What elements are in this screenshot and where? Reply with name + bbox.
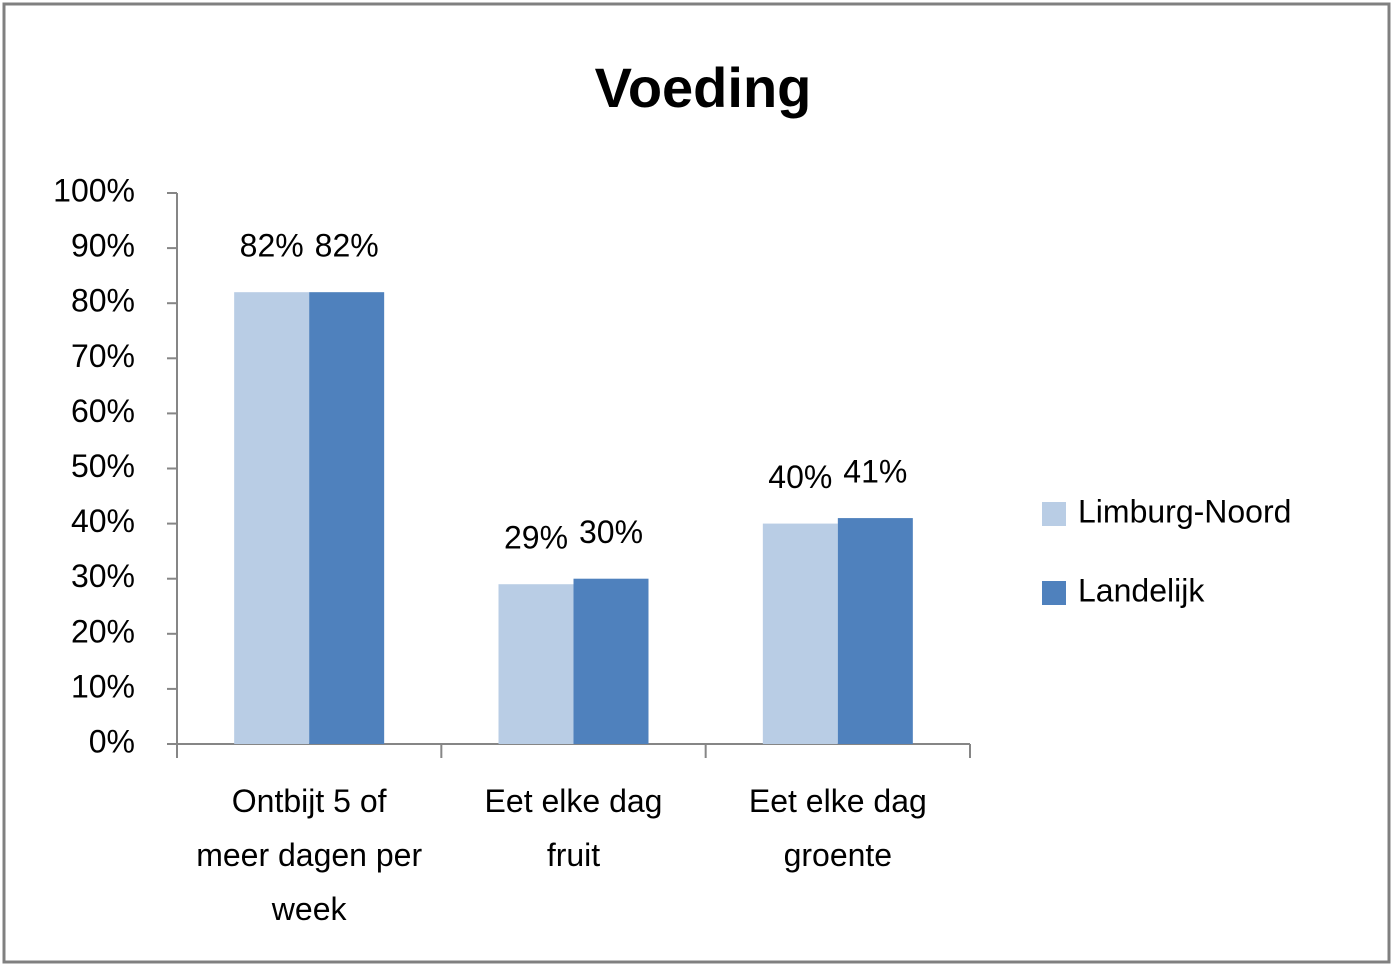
bar [762, 523, 838, 744]
legend-swatch [1042, 581, 1066, 605]
bar [573, 578, 649, 744]
y-tick-label: 70% [71, 338, 135, 374]
x-tick-label: Ontbijt 5 of meer dagen per week [196, 783, 423, 927]
data-label: 82% [240, 228, 304, 264]
y-tick-label: 40% [71, 503, 135, 539]
data-label: 82% [315, 228, 379, 264]
data-label: 30% [579, 514, 643, 550]
legend-label: Limburg-Noord [1078, 493, 1291, 529]
legend-swatch [1042, 502, 1066, 526]
y-tick-label: 20% [71, 613, 135, 649]
y-tick-label: 50% [71, 448, 135, 484]
data-label: 29% [504, 520, 568, 556]
data-label: 40% [768, 459, 832, 495]
y-tick-label: 90% [71, 228, 135, 264]
y-tick-label: 100% [53, 172, 135, 208]
y-tick-label: 80% [71, 283, 135, 319]
y-tick-label: 60% [71, 393, 135, 429]
bar [234, 292, 310, 744]
legend-label: Landelijk [1078, 572, 1205, 608]
y-tick-label: 30% [71, 558, 135, 594]
y-tick-label: 10% [71, 668, 135, 704]
bar [309, 292, 385, 744]
bar [837, 518, 913, 744]
x-tick-label: Eet elke dag groente [748, 783, 927, 873]
x-tick-label: Eet elke dag fruit [484, 783, 663, 873]
data-label: 41% [843, 454, 907, 490]
chart-title: Voeding [595, 56, 812, 119]
bar [498, 584, 574, 744]
y-tick-label: 0% [89, 723, 135, 759]
